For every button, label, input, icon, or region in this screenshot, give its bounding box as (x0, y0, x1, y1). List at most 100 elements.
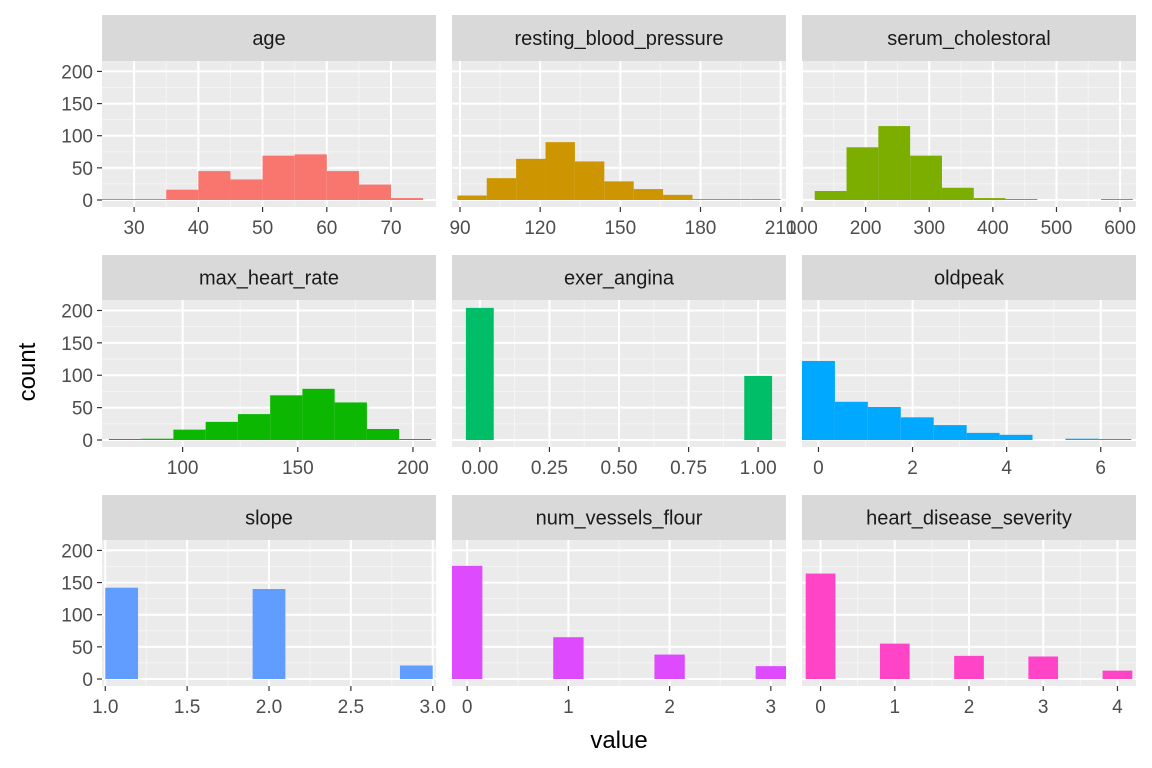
facet-slope: slope 1.0 1.5 2.0 2.5 3.0 0 50 100 150 200 (61, 495, 446, 718)
facet-title: heart_disease_severity (866, 508, 1072, 530)
facet-title: num_vessels_flour (536, 508, 703, 530)
x-axis-title: value (590, 727, 647, 754)
y-axis-title: count (14, 342, 41, 401)
facet-strip (802, 255, 1136, 300)
histogram-bar (326, 171, 359, 200)
x-tick-label: 0 (815, 697, 826, 718)
y-tick-label: 0 (82, 191, 93, 212)
x-tick-label: 2.0 (256, 697, 282, 718)
histogram-bar (1005, 199, 1038, 200)
x-tick-label: 150 (282, 458, 314, 479)
facet-strip (452, 15, 786, 61)
x-tick-label: 0 (813, 458, 824, 479)
x-tick-label: 2 (907, 458, 918, 479)
facet-strip (102, 255, 436, 300)
x-tick-label: 100 (167, 458, 199, 479)
x-tick-label: 0.00 (461, 458, 498, 479)
x-tick-label: 30 (124, 218, 145, 239)
facet-title: exer_angina (564, 268, 675, 290)
histogram-bar (999, 434, 1033, 440)
histogram-bar (654, 654, 685, 679)
y-tick-label: 200 (61, 62, 93, 83)
histogram-bar (846, 147, 879, 200)
facet-serum-cholestoral: serum_cholestoral 100 200 300 400 500 600 (786, 15, 1136, 239)
y-tick-label: 150 (61, 95, 93, 116)
y-tick-label: 200 (61, 301, 93, 322)
histogram-bar (751, 199, 781, 200)
x-tick-label: 200 (850, 218, 882, 239)
histogram-bar (486, 178, 517, 200)
facet-strip (802, 495, 1136, 540)
facet-num-vessels-flour: num_vessels_flour 0 1 2 3 (452, 495, 786, 718)
histogram-bar (1101, 199, 1133, 200)
x-tick-label: 1 (889, 697, 900, 718)
histogram-bar (141, 438, 174, 440)
x-tick-label: 4 (1001, 458, 1012, 479)
histogram-bar (399, 439, 432, 440)
y-tick-label: 50 (72, 399, 93, 420)
y-tick-label: 100 (61, 127, 93, 148)
histogram-bar (721, 199, 752, 200)
x-tick-label: 60 (316, 218, 337, 239)
x-tick-label: 1 (563, 697, 574, 718)
x-tick-label: 0.50 (601, 458, 638, 479)
x-tick-label: 70 (380, 218, 401, 239)
x-tick-label: 50 (252, 218, 273, 239)
x-tick-label: 6 (1095, 458, 1106, 479)
histogram-bar (1028, 656, 1059, 679)
facet-strip (102, 15, 436, 61)
histogram-bar (744, 375, 773, 440)
histogram-bar (1102, 670, 1133, 679)
x-tick-label: 2 (964, 697, 975, 718)
histogram-bar (302, 388, 335, 440)
histogram-bar (966, 432, 1000, 440)
histogram-bar (134, 199, 167, 200)
x-tick-label: 4 (1112, 697, 1123, 718)
x-tick-label: 2 (664, 697, 675, 718)
facet-strip (452, 255, 786, 300)
histogram-bar (105, 587, 139, 679)
x-tick-label: 120 (524, 218, 556, 239)
histogram-bar (910, 155, 942, 200)
histogram-bar (173, 429, 206, 440)
x-tick-label: 90 (449, 218, 470, 239)
histogram-bar (102, 199, 135, 200)
x-tick-label: 1.5 (174, 697, 200, 718)
histogram-bar (198, 171, 231, 200)
histogram-bar (933, 425, 967, 440)
histogram-bar (391, 198, 424, 200)
x-tick-label: 300 (913, 218, 945, 239)
y-tick-label: 200 (61, 541, 93, 562)
histogram-bar (755, 666, 786, 679)
facet-strip (802, 15, 1136, 61)
facet-max-heart-rate: max_heart_rate 100 150 200 0 50 100 150 200 (61, 255, 436, 479)
facet-strip (102, 495, 436, 540)
histogram-bar (604, 181, 634, 200)
histogram-bar (262, 155, 295, 200)
x-tick-label: 3 (1038, 697, 1049, 718)
x-tick-label: 210 (765, 218, 797, 239)
facet-oldpeak: oldpeak 0 2 4 6 (802, 255, 1136, 479)
y-tick-label: 100 (61, 606, 93, 627)
histogram-bar (457, 195, 487, 200)
histogram-bar (805, 573, 836, 679)
histogram-bar (230, 179, 263, 200)
y-tick-label: 50 (72, 638, 93, 659)
histogram-bar (294, 154, 327, 200)
y-tick-label: 50 (72, 159, 93, 180)
histogram-bar (334, 402, 367, 440)
histogram-bar (973, 198, 1006, 200)
histogram-bar (814, 191, 847, 200)
facet-resting-blood-pressure: resting_blood_pressure 90 120 150 180 210 (449, 15, 797, 239)
y-tick-label: 0 (82, 670, 93, 691)
facet-title: serum_cholestoral (887, 28, 1050, 50)
x-tick-label: 200 (397, 458, 429, 479)
histogram-bar (941, 187, 974, 200)
y-tick-label: 150 (61, 574, 93, 595)
x-tick-label: 2.5 (338, 697, 364, 718)
y-tick-label: 0 (82, 431, 93, 452)
histogram-bar (954, 655, 984, 679)
x-tick-label: 3 (766, 697, 777, 718)
